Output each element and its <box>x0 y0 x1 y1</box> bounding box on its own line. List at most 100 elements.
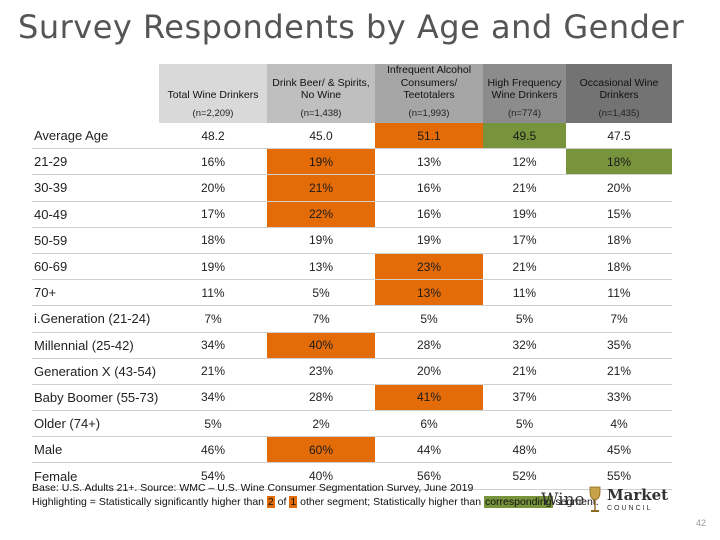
table-row: Millennial (25-42) 34% 40% 28% 32% 35% <box>32 332 672 359</box>
table-cell: 51.1 <box>375 123 483 150</box>
table-cell: 13% <box>267 253 375 281</box>
table-cell: 22% <box>267 201 375 228</box>
table-cell: 4% <box>566 410 672 438</box>
table-cell: 45.0 <box>267 123 375 150</box>
table-cell: 7% <box>566 305 672 333</box>
table-cell: 21% <box>483 253 566 281</box>
table-row: 60-69 19% 13% 23% 21% 18% <box>32 253 672 281</box>
column-header-label: Infrequent Alcohol Consumers/ Teetotaler… <box>386 64 472 101</box>
table-row: 21-29 16% 19% 13% 12% 18% <box>32 148 672 176</box>
table-cell: 19% <box>483 201 566 228</box>
table-cell: 7% <box>267 305 375 333</box>
column-header-label: Total Wine Drinkers <box>167 89 259 101</box>
table-cell: 48% <box>483 436 566 464</box>
logo-word-wine: Wine <box>541 490 585 510</box>
row-label: 30-39 <box>32 174 159 202</box>
table-cell: 34% <box>159 384 267 412</box>
table-row: Male 46% 60% 44% 48% 45% <box>32 436 672 464</box>
legend-orange-swatch: 2 <box>266 496 275 508</box>
table-cell: 35% <box>566 332 672 359</box>
table-row: Female 54% 40% 56% 52% 55% <box>32 462 672 490</box>
table-body: Average Age 48.2 45.0 51.1 49.5 47.5 21-29 16% 1… <box>32 123 672 490</box>
column-header-n: (n=774) <box>507 107 541 119</box>
legend-green-swatch: corresponding <box>483 496 553 508</box>
table-cell: 20% <box>159 174 267 202</box>
respondents-table: Total Wine Drinkers (n=2,209) Drink Beer… <box>32 64 672 490</box>
table-cell: 17% <box>159 201 267 228</box>
column-header: Infrequent Alcohol Consumers/ Teetotaler… <box>375 64 483 123</box>
table-cell: 18% <box>566 253 672 281</box>
wine-market-council-logo: Wine Market COUNCIL <box>541 486 668 518</box>
column-header-n: (n=1,438) <box>300 107 342 119</box>
table-cell: 21% <box>566 358 672 385</box>
table-cell: 18% <box>566 148 672 176</box>
logo-word-council: COUNCIL <box>607 505 653 512</box>
column-header: High Frequency Wine Drinkers (n=774) <box>483 64 566 123</box>
table-cell: 12% <box>483 148 566 176</box>
table-row: i.Generation (21-24) 7% 7% 5% 5% 7% <box>32 305 672 333</box>
legend-text: of <box>274 496 290 508</box>
row-label: i.Generation (21-24) <box>32 305 159 333</box>
table-cell: 47.5 <box>566 123 672 150</box>
table-cell: 15% <box>566 201 672 228</box>
column-header-label: Drink Beer/ & Spirits, No Wine <box>272 76 370 102</box>
table-cell: 55% <box>566 462 672 490</box>
table-cell: 48.2 <box>159 123 267 150</box>
table-cell: 21% <box>267 174 375 202</box>
table-cell: 7% <box>159 305 267 333</box>
column-header: Total Wine Drinkers (n=2,209) <box>159 64 267 123</box>
table-cell: 19% <box>267 227 375 254</box>
column-header-label: High Frequency Wine Drinkers <box>487 76 562 102</box>
row-label: Baby Boomer (55-73) <box>32 384 159 412</box>
table-cell: 19% <box>375 227 483 254</box>
table-row: Older (74+) 5% 2% 6% 5% 4% <box>32 410 672 438</box>
row-label: Millennial (25-42) <box>32 332 159 359</box>
table-cell: 23% <box>267 358 375 385</box>
table-cell: 52% <box>483 462 566 490</box>
table-cell: 13% <box>375 279 483 307</box>
table-row: 30-39 20% 21% 16% 21% 20% <box>32 174 672 202</box>
table-cell: 5% <box>483 410 566 438</box>
table-cell: 17% <box>483 227 566 254</box>
row-label: 60-69 <box>32 253 159 281</box>
table-cell: 5% <box>159 410 267 438</box>
table-cell: 11% <box>483 279 566 307</box>
table-row: 40-49 17% 22% 16% 19% 15% <box>32 201 672 228</box>
column-header-n: (n=1,435) <box>598 107 640 119</box>
table-cell: 13% <box>375 148 483 176</box>
table-cell: 60% <box>267 436 375 464</box>
column-header: Drink Beer/ & Spirits, No Wine (n=1,438) <box>267 64 375 123</box>
table-cell: 45% <box>566 436 672 464</box>
table-cell: 44% <box>375 436 483 464</box>
table-cell: 19% <box>267 148 375 176</box>
table-cell: 40% <box>267 462 375 490</box>
table-cell: 49.5 <box>483 123 566 150</box>
row-label: Male <box>32 436 159 464</box>
table-cell: 21% <box>159 358 267 385</box>
table-cell: 46% <box>159 436 267 464</box>
table-cell: 28% <box>375 332 483 359</box>
legend-text: Highlighting = Statistically significant… <box>32 496 267 508</box>
table-cell: 54% <box>159 462 267 490</box>
header-row: Total Wine Drinkers (n=2,209) Drink Beer… <box>32 64 672 123</box>
column-header-label: Occasional Wine Drinkers <box>579 76 659 102</box>
row-label: 21-29 <box>32 148 159 176</box>
table-cell: 32% <box>483 332 566 359</box>
column-header: Occasional Wine Drinkers (n=1,435) <box>566 64 672 123</box>
table-cell: 5% <box>483 305 566 333</box>
legend-orange-swatch: 1 <box>289 496 298 508</box>
table-row: Baby Boomer (55-73) 34% 28% 41% 37% 33% <box>32 384 672 412</box>
table-cell: 16% <box>375 174 483 202</box>
column-header-n: (n=1,993) <box>408 107 450 119</box>
footer-note: Base: U.S. Adults 21+. Source: WMC – U.S… <box>32 481 599 509</box>
table-row: 70+ 11% 5% 13% 11% 11% <box>32 279 672 307</box>
table-cell: 5% <box>267 279 375 307</box>
legend-text: other segment; Statistically higher than <box>297 496 484 508</box>
table-cell: 41% <box>375 384 483 412</box>
table-cell: 20% <box>375 358 483 385</box>
page-title: Survey Respondents by Age and Gender <box>18 8 685 46</box>
table-cell: 2% <box>267 410 375 438</box>
page-number: 42 <box>696 518 707 528</box>
header-corner <box>32 64 159 123</box>
table-cell: 16% <box>159 148 267 176</box>
